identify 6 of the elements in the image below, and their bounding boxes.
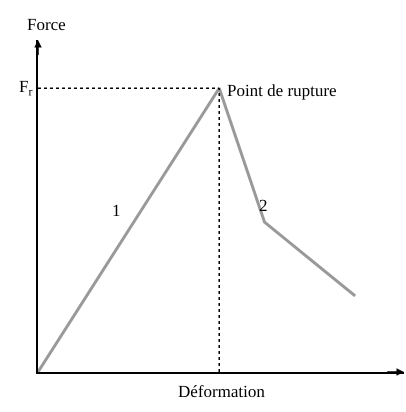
annotation: 1: [112, 201, 120, 220]
annotation: Point de rupture: [227, 81, 337, 100]
y-axis-title: Force: [27, 15, 66, 34]
ref-line-label: F$_{r}$: [19, 77, 32, 99]
x-axis-title: Déformation: [178, 382, 266, 401]
annotation: 2: [259, 196, 268, 215]
